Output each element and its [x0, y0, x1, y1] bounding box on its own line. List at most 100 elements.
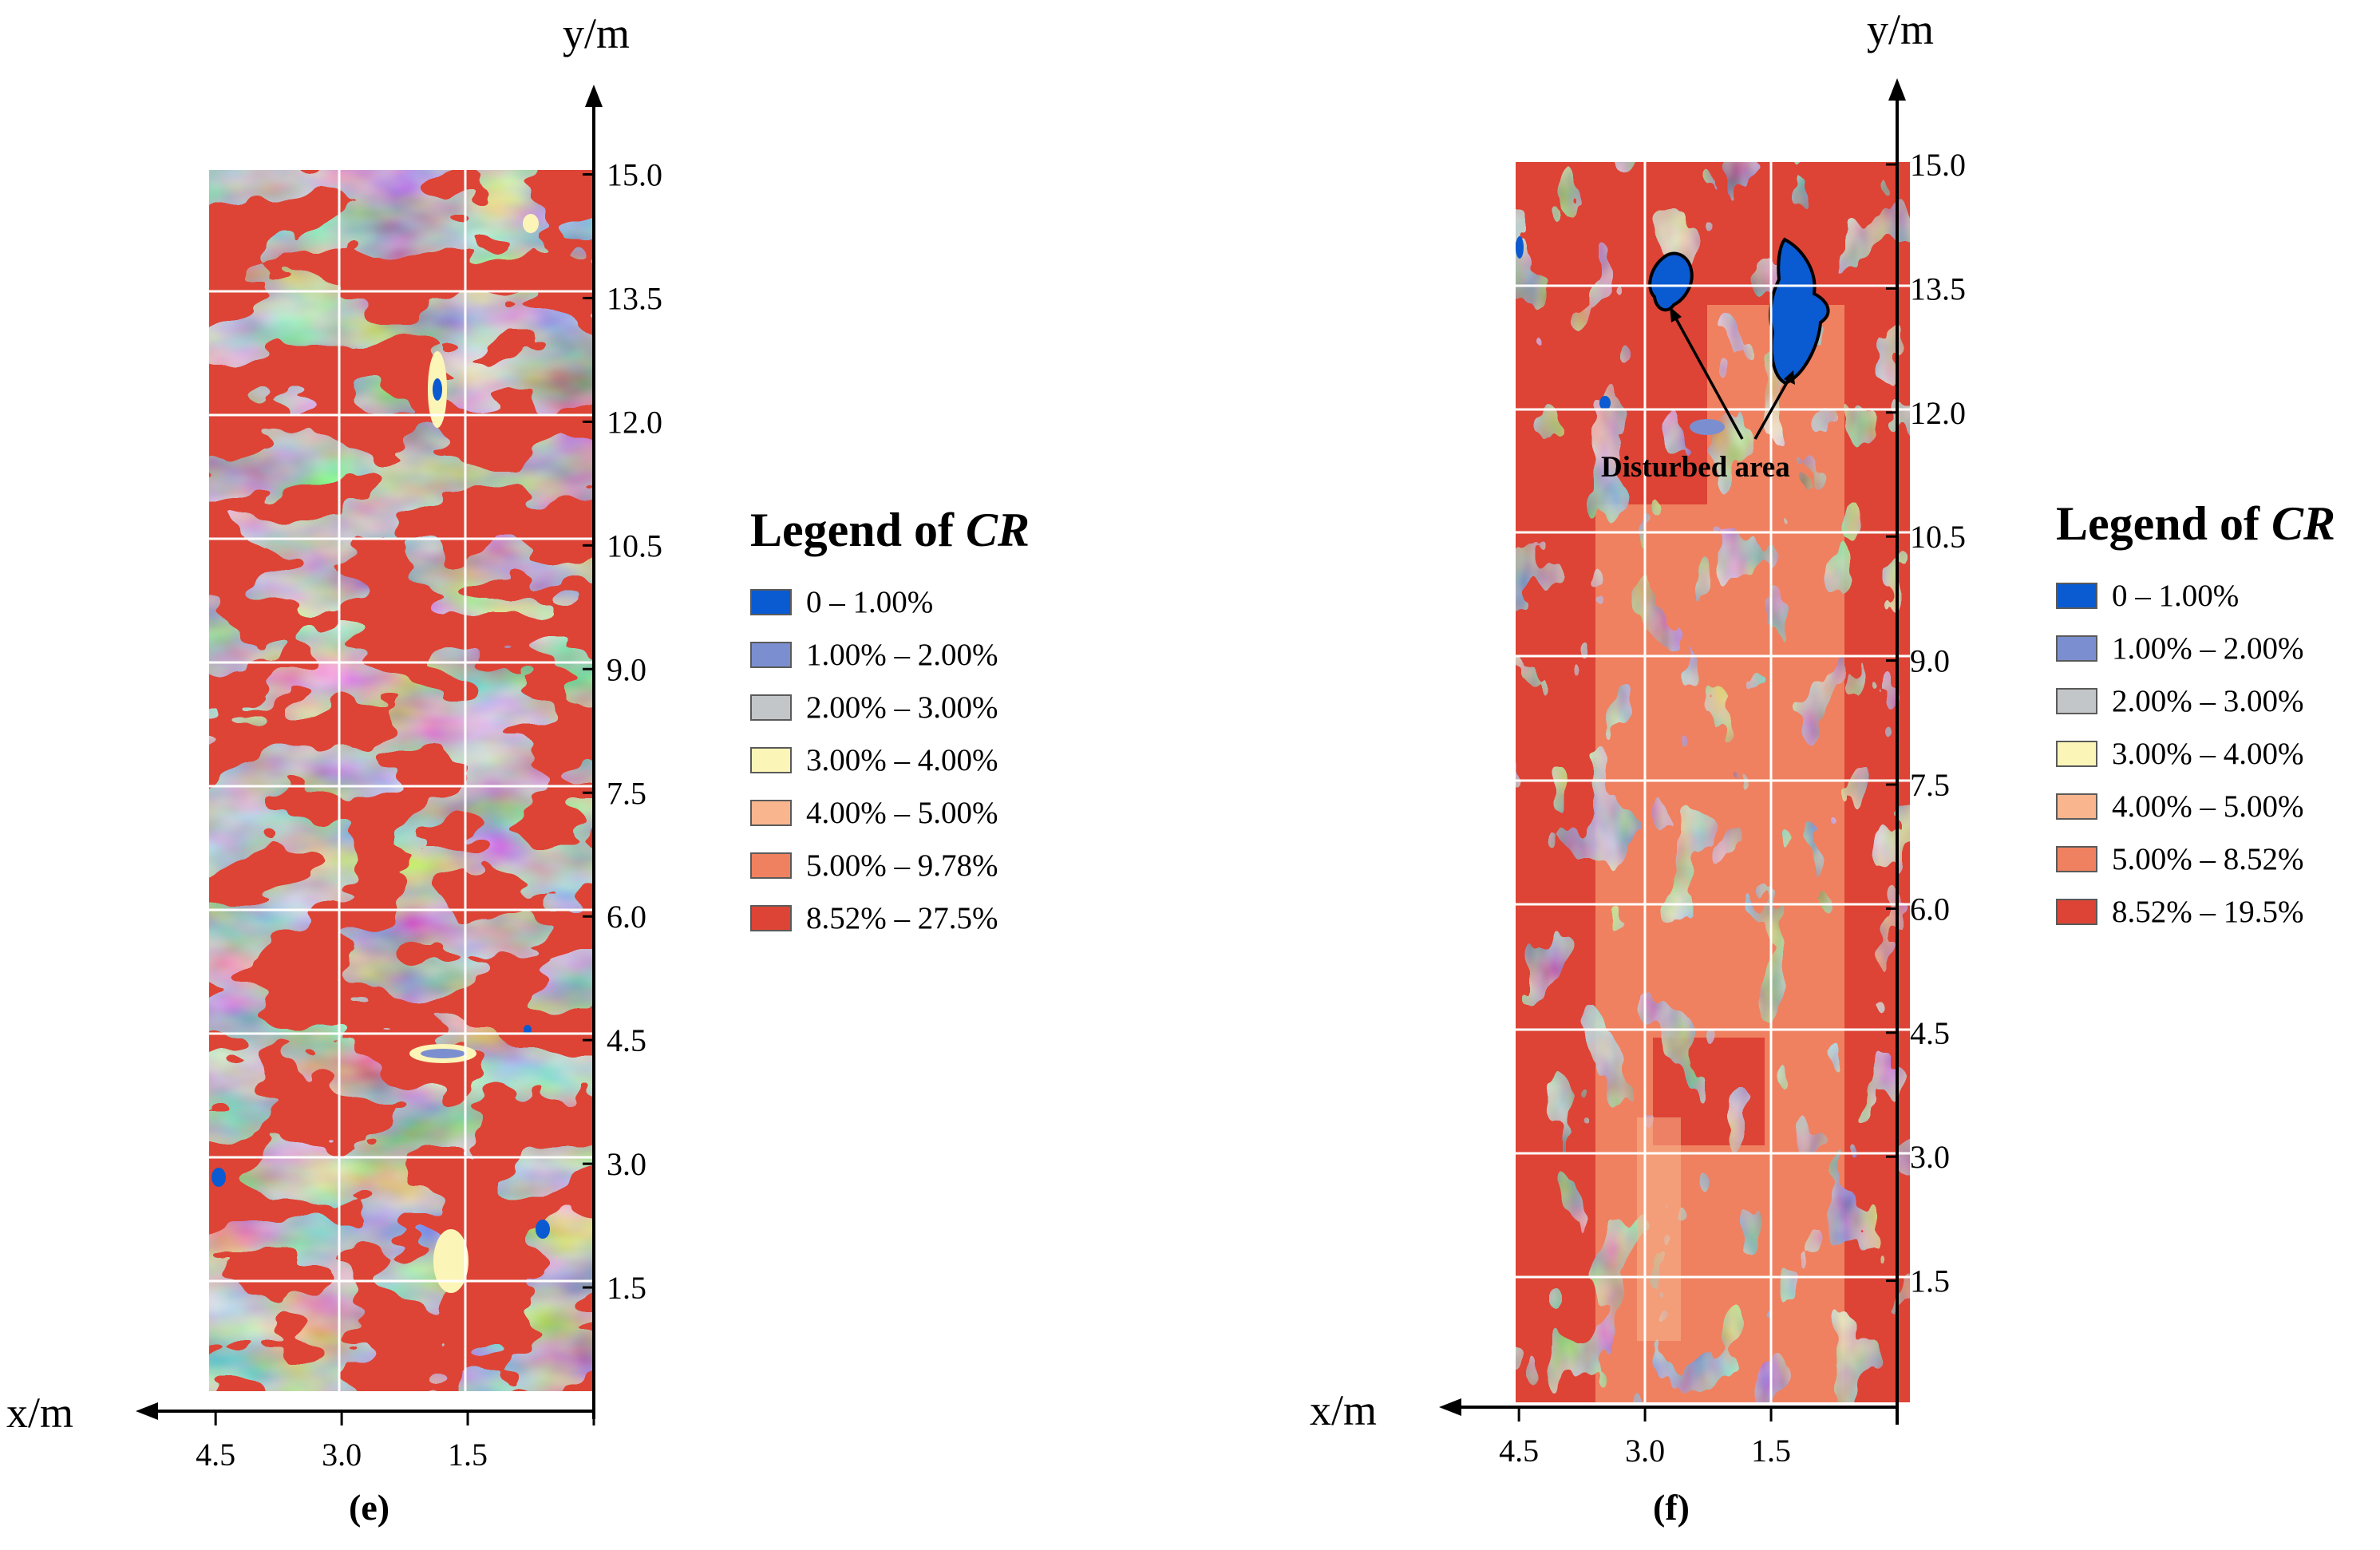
- annotation-arrows: [1671, 312, 1792, 440]
- legend-swatch: [750, 641, 792, 668]
- y-tick-label: 4.5: [1910, 1015, 1950, 1051]
- grid-f: [1516, 161, 1911, 1402]
- y-ticks-e: 1.5 3.0 4.5 6.0 7.5 9.0 10.5 12.0 13.5 15.0: [583, 157, 662, 1306]
- annotation-disturbed-area: Disturbed area: [1601, 451, 1790, 484]
- x-axis-label-f: x/m: [1310, 1386, 1377, 1434]
- anomaly-e-8: [523, 214, 539, 233]
- legend-items-e: 0 – 1.00% 1.00% – 2.00% 2.00% – 3.00% 3.…: [750, 575, 1030, 944]
- contour-plot-e: 1.5 3.0 4.5 6.0 7.5 9.0 10.5 12.0 13.5 15.0 4.5 3.…: [6, 10, 662, 1473]
- legend-item: 5.00% – 9.78%: [750, 839, 1030, 892]
- x-tick-label: 4.5: [196, 1437, 235, 1473]
- anomaly-e-6: [212, 1168, 226, 1187]
- legend-swatch: [750, 588, 792, 615]
- legend-title-e: Legend of CR: [750, 504, 1030, 556]
- x-axis-label-e: x/m: [6, 1389, 73, 1437]
- y-ticks-f: 1.5 3.0 4.5 6.0 7.5 9.0 10.5 12.0 13.5 15.0: [1886, 147, 1966, 1299]
- x-axis-arrow-f: [1439, 1398, 1461, 1416]
- y-tick-label: 10.5: [607, 528, 662, 563]
- axes-f: [1459, 97, 1899, 1425]
- y-tick-label: 1.5: [1910, 1263, 1950, 1299]
- y-tick-label: 12.0: [607, 404, 662, 440]
- legend-swatch: [2056, 793, 2097, 820]
- legend-swatch: [2056, 582, 2097, 609]
- x-tick-label: 1.5: [1751, 1433, 1791, 1469]
- y-tick-label: 1.5: [607, 1270, 646, 1306]
- legend-item: 5.00% – 8.52%: [2056, 832, 2335, 885]
- blue-patch-f-1: [1690, 419, 1725, 435]
- legend-item: 4.00% – 5.00%: [750, 786, 1030, 839]
- y-tick-label: 13.5: [607, 280, 662, 316]
- legend-item: 3.00% – 4.00%: [2056, 727, 2335, 780]
- legend-swatch: [2056, 635, 2097, 662]
- y-tick-label: 15.0: [607, 157, 662, 193]
- y-tick-label: 9.0: [607, 651, 646, 687]
- legend-items-f: 0 – 1.00% 1.00% – 2.00% 2.00% – 3.00% 3.…: [2056, 569, 2335, 938]
- x-tick-label: 1.5: [448, 1437, 488, 1473]
- y-tick-label: 10.5: [1910, 519, 1966, 555]
- legend-swatch: [750, 852, 792, 879]
- y-tick-label: 3.0: [607, 1146, 646, 1182]
- blue-patch-f-3: [1516, 236, 1524, 259]
- legend-swatch: [2056, 740, 2097, 767]
- y-tick-label: 12.0: [1910, 395, 1966, 431]
- legend-item: 1.00% – 2.00%: [750, 628, 1030, 681]
- panel-f: Disturbed area 1.5 3.0 4.5 6.0 7.5 9.0 10.5 12.…: [1190, 0, 2380, 1550]
- y-axis-label-f: y/m: [1867, 6, 1934, 53]
- legend-e: Legend of CR 0 – 1.00% 1.00% – 2.00% 2.0…: [750, 503, 1030, 944]
- anomaly-e-7: [536, 1220, 550, 1239]
- field-spots-e: [209, 170, 592, 1391]
- legend-item: 2.00% – 3.00%: [2056, 674, 2335, 727]
- legend-item: 4.00% – 5.00%: [2056, 780, 2335, 832]
- x-tick-label: 3.0: [1625, 1433, 1665, 1469]
- arrow-line-left: [1671, 312, 1744, 440]
- arrow-line-right: [1753, 376, 1792, 440]
- arrowhead-right: [1784, 370, 1795, 385]
- x-tick-label: 4.5: [1499, 1433, 1539, 1469]
- y-tick-label: 7.5: [1910, 767, 1950, 803]
- anomaly-e-2: [433, 378, 442, 401]
- legend-item: 8.52% – 19.5%: [2056, 885, 2335, 938]
- legend-swatch: [2056, 687, 2097, 714]
- heatmap-field-e: [209, 170, 592, 1391]
- panel-label-e: (e): [349, 1487, 390, 1528]
- x-ticks-e: 4.5 3.0 1.5: [196, 1411, 595, 1473]
- y-tick-label: 13.5: [1910, 271, 1966, 306]
- x-ticks-f: 4.5 3.0 1.5: [1499, 1407, 1899, 1469]
- legend-swatch: [2056, 898, 2097, 925]
- y-tick-label: 7.5: [607, 775, 646, 811]
- y-tick-label: 3.0: [1910, 1139, 1950, 1175]
- contour-plot-f: Disturbed area 1.5 3.0 4.5 6.0 7.5 9.0 10.5 12.…: [1310, 6, 1966, 1469]
- legend-swatch: [750, 904, 792, 931]
- legend-swatch: [2056, 845, 2097, 872]
- legend-title-f: Legend of CR: [2056, 497, 2336, 550]
- y-axis-arrow-f: [1888, 78, 1906, 101]
- legend-item: 3.00% – 4.00%: [750, 733, 1030, 786]
- y-tick-label: 9.0: [1910, 643, 1950, 679]
- panel-label-f: (f): [1653, 1487, 1690, 1528]
- y-tick-label: 6.0: [607, 899, 646, 935]
- legend-f: Legend of CR 0 – 1.00% 1.00% – 2.00% 2.0…: [2056, 496, 2335, 938]
- center-strip-f: [1637, 1117, 1681, 1341]
- legend-swatch: [750, 746, 792, 773]
- anomaly-e-9: [524, 1025, 532, 1034]
- blue-patch-f-2: [1599, 396, 1611, 410]
- arrowhead-left: [1670, 306, 1682, 322]
- legend-item: 8.52% – 27.5%: [750, 892, 1030, 944]
- axes-e: [156, 104, 595, 1419]
- y-tick-label: 4.5: [607, 1022, 646, 1058]
- x-tick-label: 3.0: [322, 1437, 362, 1473]
- legend-item: 0 – 1.00%: [2056, 569, 2335, 622]
- grid-e: [209, 170, 592, 1391]
- legend-swatch: [750, 799, 792, 826]
- anomaly-e-5: [433, 1229, 468, 1293]
- disturbed-zone-left: [1650, 253, 1692, 310]
- legend-item: 1.00% – 2.00%: [2056, 622, 2335, 674]
- y-tick-label: 6.0: [1910, 891, 1950, 927]
- legend-item: 2.00% – 3.00%: [750, 681, 1030, 733]
- x-axis-arrow-e: [136, 1402, 158, 1420]
- y-axis-label-e: y/m: [563, 10, 630, 57]
- plot-frame-f: [1511, 157, 1915, 1407]
- legend-item: 0 – 1.00%: [750, 575, 1030, 628]
- y-axis-arrow-e: [585, 85, 603, 107]
- y-tick-label: 15.0: [1910, 147, 1966, 183]
